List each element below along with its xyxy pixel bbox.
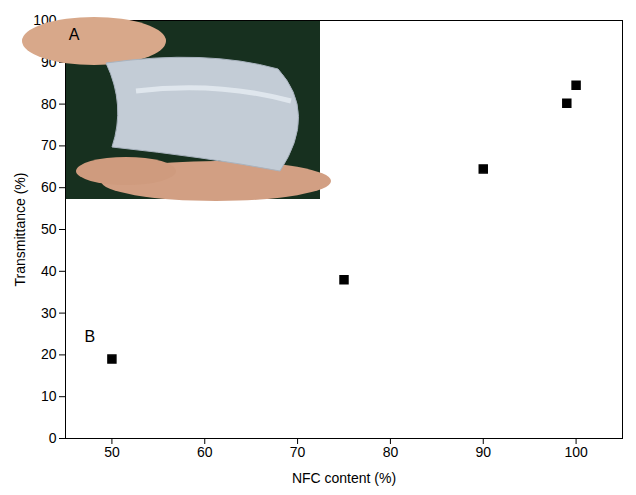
svg-text:60: 60 [41, 179, 57, 195]
svg-text:30: 30 [41, 305, 57, 321]
svg-text:40: 40 [41, 263, 57, 279]
svg-text:60: 60 [197, 444, 213, 460]
svg-text:NFC content (%): NFC content (%) [292, 470, 396, 486]
svg-text:70: 70 [41, 137, 57, 153]
svg-text:80: 80 [41, 96, 57, 112]
svg-text:20: 20 [41, 346, 57, 362]
svg-text:10: 10 [41, 388, 57, 404]
svg-text:100: 100 [564, 444, 588, 460]
svg-text:90: 90 [475, 444, 491, 460]
svg-text:50: 50 [41, 221, 57, 237]
svg-text:0: 0 [49, 430, 57, 446]
svg-text:B: B [85, 328, 96, 345]
svg-text:80: 80 [383, 444, 399, 460]
svg-text:A: A [69, 26, 80, 43]
svg-text:50: 50 [104, 444, 120, 460]
svg-text:Transmittance (%): Transmittance (%) [12, 173, 28, 287]
svg-text:100: 100 [33, 12, 57, 28]
svg-text:90: 90 [40, 53, 57, 70]
svg-text:70: 70 [290, 444, 306, 460]
